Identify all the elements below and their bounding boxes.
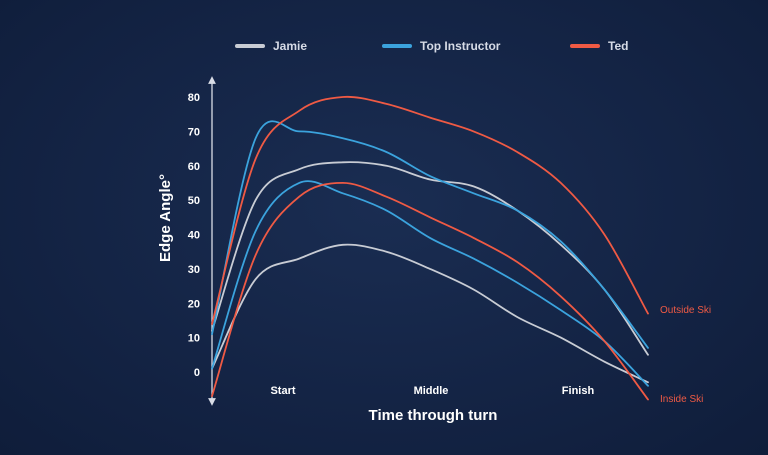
jamie-outside-ski-line: [211, 161, 649, 356]
ted-outside-ski-line: [211, 95, 649, 325]
x-axis-title: Time through turn: [369, 407, 498, 424]
y-tick-label: 70: [188, 126, 200, 138]
y-tick-label: 30: [188, 264, 200, 276]
top-instructor-inside-ski-line: [211, 180, 649, 387]
legend-label-ted: Ted: [608, 39, 628, 53]
y-tick-label: 10: [188, 333, 200, 345]
legend-label-jamie: Jamie: [273, 39, 307, 53]
legend: Jamie Top Instructor Ted: [235, 39, 628, 53]
x-category-label: Middle: [414, 385, 449, 397]
labels: Outside Ski Inside Ski: [660, 305, 711, 405]
ted-inside-ski-line: [211, 182, 649, 401]
top-instructor-outside-ski-line: [211, 120, 649, 349]
jamie-inside-ski-line: [211, 243, 649, 384]
x-category-label: Finish: [562, 385, 595, 397]
y-axis-title: Edge Angle°: [157, 174, 174, 262]
series-lines: [211, 95, 649, 401]
axes: 0 10 20 30 40 50 60 70 80 Start Middle Finish Time t…: [157, 76, 595, 424]
inside-ski-label: Inside Ski: [660, 394, 703, 405]
y-tick-label: 0: [194, 367, 200, 379]
outside-ski-label: Outside Ski: [660, 305, 711, 316]
y-tick-label: 50: [188, 195, 200, 207]
legend-label-top-instructor: Top Instructor: [420, 39, 501, 53]
y-tick-label: 60: [188, 161, 200, 173]
y-tick-label: 80: [188, 92, 200, 104]
y-tick-label: 40: [188, 230, 200, 242]
y-tick-label: 20: [188, 298, 200, 310]
x-category-label: Start: [270, 385, 295, 397]
